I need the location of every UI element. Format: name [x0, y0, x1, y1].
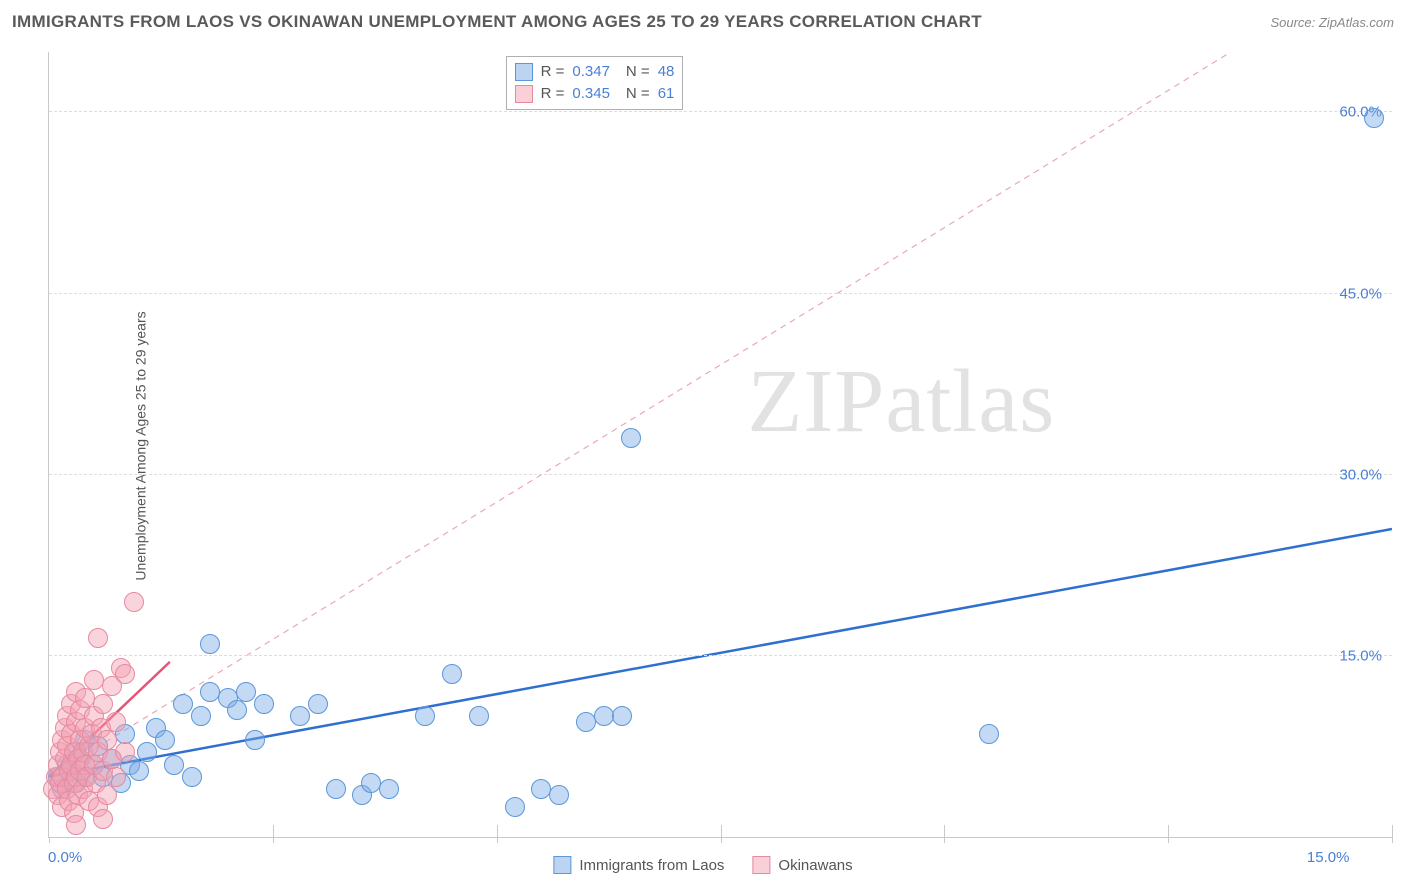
legend-label-pink: Okinawans: [778, 857, 852, 874]
x-tick-mark: [944, 837, 945, 843]
scatter-point: [93, 809, 113, 829]
source-name: ZipAtlas.com: [1319, 15, 1394, 30]
scatter-point: [505, 797, 525, 817]
title-bar: IMMIGRANTS FROM LAOS VS OKINAWAN UNEMPLO…: [12, 8, 1394, 36]
r-value-pink: 0.345: [572, 83, 610, 105]
scatter-point: [191, 706, 211, 726]
scatter-point: [115, 742, 135, 762]
scatter-point: [245, 730, 265, 750]
scatter-point: [621, 428, 641, 448]
scatter-point: [1364, 108, 1384, 128]
scatter-point: [106, 712, 126, 732]
r-value-blue: 0.347: [572, 61, 610, 83]
x-tick-mark: [1392, 837, 1393, 843]
gridline-v: [497, 825, 498, 837]
scatter-point: [106, 767, 126, 787]
scatter-point: [254, 694, 274, 714]
swatch-pink-icon: [515, 85, 533, 103]
chart-source: Source: ZipAtlas.com: [1270, 15, 1394, 30]
n-value-blue: 48: [658, 61, 675, 83]
y-tick-label: 30.0%: [1339, 466, 1382, 483]
gridline-h: [49, 474, 1392, 475]
scatter-point: [182, 767, 202, 787]
corr-row-pink: R = 0.345 N = 61: [515, 83, 675, 105]
scatter-point: [88, 628, 108, 648]
legend-item-blue: Immigrants from Laos: [553, 856, 724, 874]
n-label: N =: [626, 61, 650, 83]
corr-row-blue: R = 0.347 N = 48: [515, 61, 675, 83]
x-tick-mark: [497, 837, 498, 843]
scatter-point: [415, 706, 435, 726]
scatter-point: [115, 664, 135, 684]
scatter-point: [236, 682, 256, 702]
source-prefix: Source:: [1270, 15, 1318, 30]
scatter-point: [137, 742, 157, 762]
x-tick-mark: [721, 837, 722, 843]
watermark: ZIPatlas: [747, 350, 1055, 453]
trend-lines: [49, 52, 1392, 837]
scatter-point: [66, 815, 86, 835]
gridline-h: [49, 293, 1392, 294]
legend-label-blue: Immigrants from Laos: [579, 857, 724, 874]
correlation-legend: R = 0.347 N = 48 R = 0.345 N = 61: [506, 56, 684, 110]
scatter-point: [155, 730, 175, 750]
bottom-legend: Immigrants from Laos Okinawans: [553, 856, 852, 874]
gridline-v: [1168, 825, 1169, 837]
gridline-v: [1392, 825, 1393, 837]
gridline-v: [273, 825, 274, 837]
scatter-point: [308, 694, 328, 714]
x-tick-mark: [49, 837, 50, 843]
scatter-point: [979, 724, 999, 744]
swatch-blue-icon: [553, 856, 571, 874]
x-tick-mark: [273, 837, 274, 843]
scatter-point: [326, 779, 346, 799]
plot-area: ZIPatlas R = 0.347 N = 48 R = 0.345 N = …: [48, 52, 1392, 838]
y-tick-label: 45.0%: [1339, 285, 1382, 302]
scatter-point: [290, 706, 310, 726]
scatter-point: [164, 755, 184, 775]
scatter-point: [173, 694, 193, 714]
gridline-v: [721, 825, 722, 837]
scatter-point: [469, 706, 489, 726]
x-tick-label: 0.0%: [48, 849, 82, 866]
scatter-point: [549, 785, 569, 805]
scatter-point: [124, 592, 144, 612]
n-label: N =: [626, 83, 650, 105]
gridline-v: [944, 825, 945, 837]
scatter-point: [97, 785, 117, 805]
scatter-point: [442, 664, 462, 684]
scatter-point: [93, 694, 113, 714]
r-label: R =: [541, 83, 565, 105]
scatter-point: [97, 730, 117, 750]
x-tick-label: 15.0%: [1307, 849, 1350, 866]
n-value-pink: 61: [658, 83, 675, 105]
scatter-point: [227, 700, 247, 720]
y-tick-label: 15.0%: [1339, 647, 1382, 664]
swatch-blue-icon: [515, 63, 533, 81]
scatter-point: [129, 761, 149, 781]
gridline-h: [49, 655, 1392, 656]
scatter-point: [200, 634, 220, 654]
r-label: R =: [541, 61, 565, 83]
scatter-point: [612, 706, 632, 726]
gridline-h: [49, 111, 1392, 112]
chart-title: IMMIGRANTS FROM LAOS VS OKINAWAN UNEMPLO…: [12, 12, 982, 32]
swatch-pink-icon: [752, 856, 770, 874]
scatter-point: [379, 779, 399, 799]
legend-item-pink: Okinawans: [752, 856, 852, 874]
x-tick-mark: [1168, 837, 1169, 843]
